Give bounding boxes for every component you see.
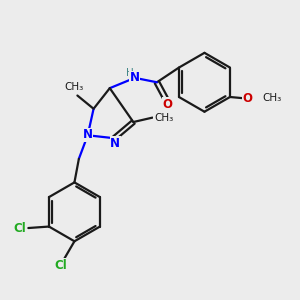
Text: N: N xyxy=(83,128,93,141)
Text: N: N xyxy=(110,137,120,150)
Text: CH₃: CH₃ xyxy=(154,112,173,123)
Text: N: N xyxy=(130,71,140,84)
Text: O: O xyxy=(243,92,253,105)
Text: Cl: Cl xyxy=(55,259,68,272)
Text: Cl: Cl xyxy=(14,221,26,235)
Text: O: O xyxy=(162,98,172,111)
Text: H: H xyxy=(126,68,134,78)
Text: CH₃: CH₃ xyxy=(65,82,84,92)
Text: CH₃: CH₃ xyxy=(262,94,282,103)
